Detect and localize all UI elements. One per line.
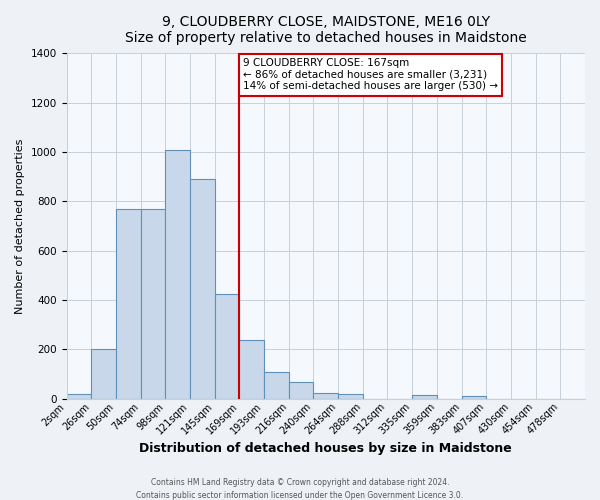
Bar	[338, 394, 363, 399]
Bar	[289, 382, 313, 399]
Bar	[91, 350, 116, 399]
Bar	[239, 340, 264, 399]
Text: 9 CLOUDBERRY CLOSE: 167sqm
← 86% of detached houses are smaller (3,231)
14% of s: 9 CLOUDBERRY CLOSE: 167sqm ← 86% of deta…	[243, 58, 498, 92]
Bar	[116, 209, 140, 399]
Bar	[313, 392, 338, 399]
Bar	[165, 150, 190, 399]
Title: 9, CLOUDBERRY CLOSE, MAIDSTONE, ME16 0LY
Size of property relative to detached h: 9, CLOUDBERRY CLOSE, MAIDSTONE, ME16 0LY…	[125, 15, 527, 45]
Bar	[412, 395, 437, 399]
Bar	[140, 209, 165, 399]
X-axis label: Distribution of detached houses by size in Maidstone: Distribution of detached houses by size …	[139, 442, 512, 455]
Text: Contains HM Land Registry data © Crown copyright and database right 2024.
Contai: Contains HM Land Registry data © Crown c…	[136, 478, 464, 500]
Bar	[67, 394, 91, 399]
Bar	[264, 372, 289, 399]
Bar	[190, 179, 215, 399]
Bar	[215, 294, 239, 399]
Bar	[461, 396, 486, 399]
Y-axis label: Number of detached properties: Number of detached properties	[15, 138, 25, 314]
